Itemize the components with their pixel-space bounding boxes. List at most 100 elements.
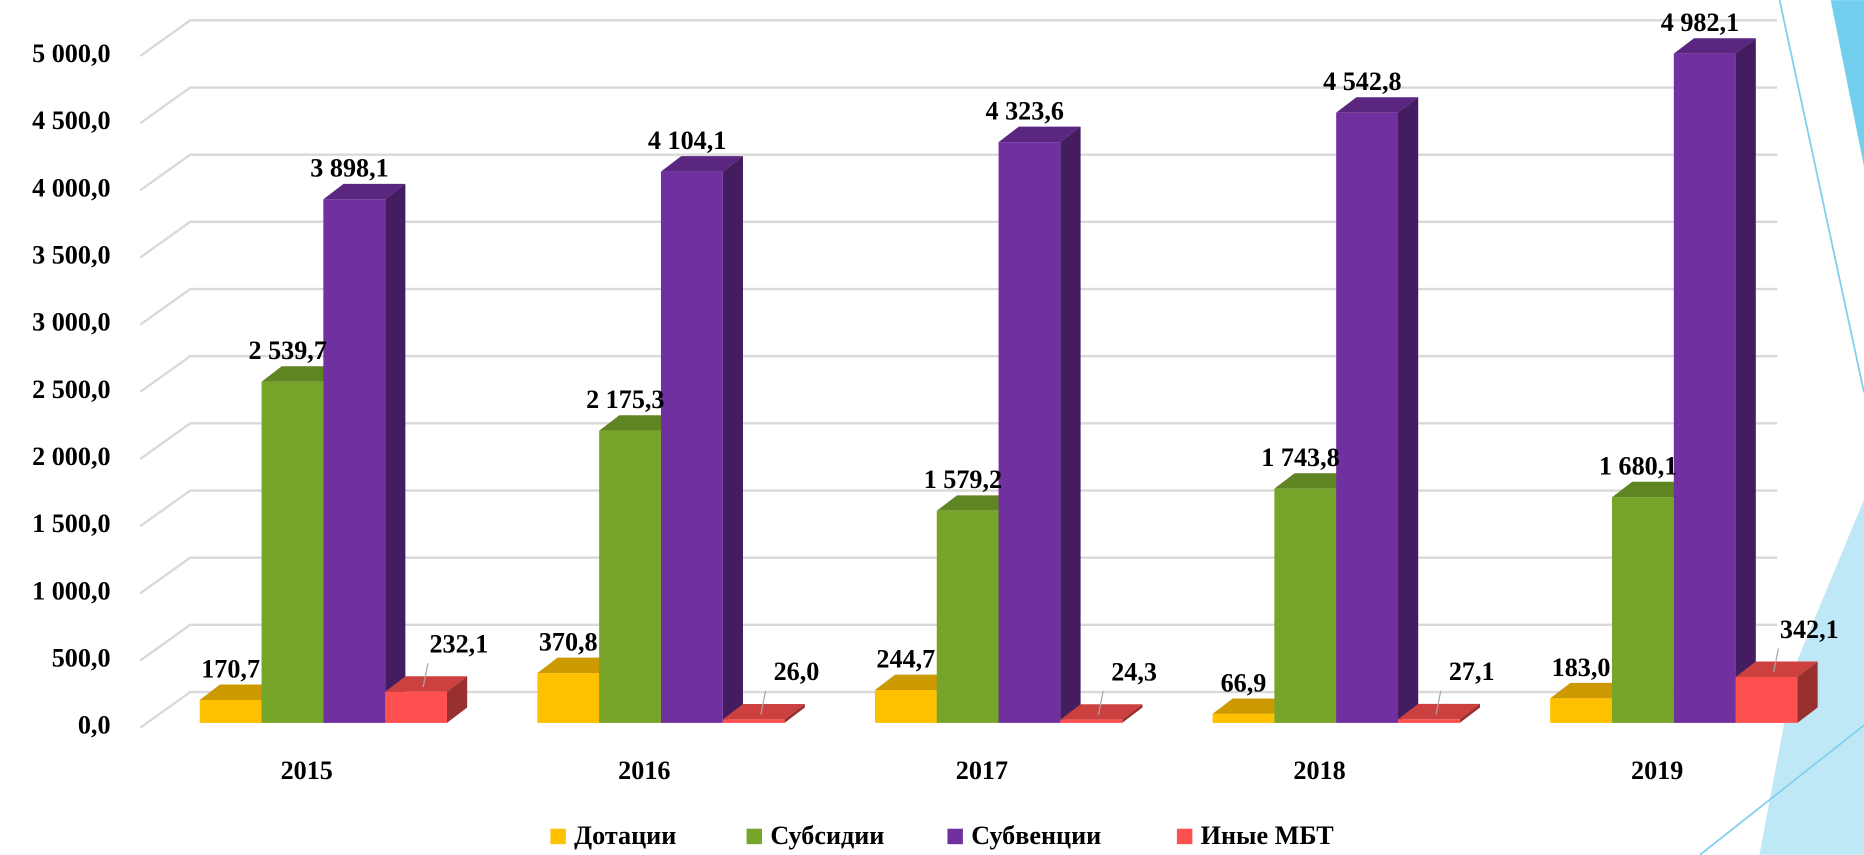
bar-front: [936, 510, 999, 723]
value-label: 1 743,8: [1261, 443, 1339, 472]
bar-top: [261, 366, 344, 382]
y-tick-label: 2 500,0: [32, 375, 110, 404]
y-tick-label: 500,0: [52, 644, 111, 673]
bar-side: [1735, 38, 1756, 723]
bar-front: [385, 691, 447, 723]
bar-top: [323, 183, 406, 200]
x-tick-label: 2017: [956, 756, 1008, 785]
bar-top: [998, 126, 1081, 143]
grid-line: [139, 623, 1778, 662]
bar-side: [722, 156, 743, 723]
bar: [660, 156, 743, 723]
value-label: 370,8: [539, 628, 598, 657]
grid-line: [139, 153, 1778, 192]
bar-side: [385, 183, 406, 723]
bar-top: [1336, 97, 1419, 113]
value-label: 27,1: [1449, 657, 1495, 686]
grid-line: [139, 690, 1778, 729]
x-tick-label: 2016: [618, 756, 670, 785]
value-label: 26,0: [774, 657, 820, 686]
grid-line: [139, 556, 1778, 595]
bar-top: [385, 676, 468, 692]
leader-line: [422, 663, 429, 688]
bar-top: [1611, 481, 1695, 498]
grid-line: [139, 220, 1778, 259]
bar-side: [446, 676, 468, 723]
value-label: 1 579,2: [924, 465, 1002, 494]
legend: Дотации Субсидии Субвенции Иные МБТ: [550, 821, 1334, 850]
value-label: 66,9: [1221, 668, 1267, 697]
bar: [722, 703, 805, 723]
bar: [1060, 704, 1143, 723]
bar-top: [1060, 704, 1143, 720]
bar-front: [1274, 488, 1337, 723]
bar: [1398, 703, 1481, 723]
bar-top: [199, 684, 282, 700]
bar-top: [1673, 38, 1756, 54]
value-label: 170,7: [201, 654, 260, 683]
grid-line: [139, 489, 1778, 528]
bar-front: [1550, 698, 1612, 723]
bar-side: [1459, 703, 1481, 723]
y-tick-label: 0,0: [78, 711, 111, 740]
y-tick-label: 4 500,0: [32, 106, 110, 135]
grid-line: [139, 354, 1778, 393]
value-label: 3 898,1: [310, 154, 388, 183]
bar-top: [1398, 703, 1481, 720]
bar-front: [722, 719, 785, 723]
bar: [1735, 661, 1818, 723]
bar-front: [1735, 676, 1798, 723]
legend-swatch: [746, 828, 763, 845]
value-label: 2 175,3: [586, 385, 664, 414]
bar-top: [722, 703, 805, 720]
y-tick-label: 5 000,0: [32, 39, 110, 68]
leader-line: [1435, 690, 1442, 715]
value-label: 4 542,8: [1323, 67, 1401, 96]
value-label: 1 680,1: [1599, 452, 1677, 481]
legend-label: Субвенции: [971, 821, 1101, 850]
x-tick-label: 2015: [281, 756, 333, 785]
bar: [998, 126, 1081, 723]
bar: [1673, 38, 1756, 723]
y-tick-label: 3 500,0: [32, 241, 110, 270]
bar-front: [199, 699, 262, 723]
bar: [1336, 97, 1419, 723]
value-label: 4 982,1: [1661, 8, 1739, 37]
grid: [139, 19, 1778, 729]
y-tick-label: 4 000,0: [32, 173, 110, 202]
bar-front: [1673, 53, 1736, 723]
bar-side: [784, 703, 805, 723]
value-label: 4 323,6: [986, 97, 1064, 126]
bar-side: [1797, 661, 1818, 723]
bar-top: [537, 657, 620, 674]
bar-front: [1060, 719, 1123, 723]
legend-swatch: [1176, 828, 1193, 845]
bar-front: [1212, 713, 1275, 723]
leader-line: [760, 690, 767, 715]
y-tick-label: 1 500,0: [32, 509, 110, 538]
bar-top: [599, 415, 682, 431]
y-tick-label: 2 000,0: [32, 442, 110, 471]
bar-front: [261, 381, 324, 723]
bar-front: [323, 199, 386, 723]
grid-line: [139, 86, 1778, 125]
bar-top: [1735, 661, 1818, 677]
leader-line: [1097, 690, 1104, 716]
bar-front: [998, 142, 1061, 723]
value-label: 244,7: [876, 645, 935, 674]
bar-front: [599, 430, 661, 723]
x-tick-label: 2018: [1293, 756, 1345, 785]
bar-top: [1274, 473, 1357, 489]
value-label: 232,1: [429, 630, 488, 659]
value-label: 24,3: [1111, 657, 1157, 686]
bar: [323, 183, 406, 723]
bars: [199, 38, 1818, 723]
legend-swatch: [947, 828, 963, 845]
value-label: 2 539,7: [248, 336, 326, 365]
bar-side: [1122, 704, 1143, 723]
bar: [385, 676, 468, 723]
bar-front: [660, 171, 723, 723]
value-label: 4 104,1: [648, 126, 726, 155]
legend-swatch: [550, 828, 566, 845]
